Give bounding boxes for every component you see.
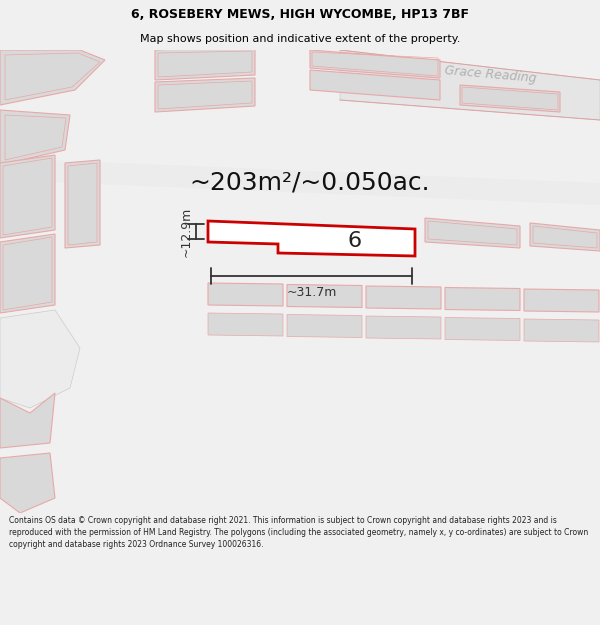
Polygon shape xyxy=(155,78,255,112)
Text: ~203m²/~0.050ac.: ~203m²/~0.050ac. xyxy=(190,171,430,195)
Polygon shape xyxy=(208,313,283,336)
Polygon shape xyxy=(310,70,440,100)
Polygon shape xyxy=(524,319,599,342)
Polygon shape xyxy=(0,234,55,313)
Text: 6, ROSEBERY MEWS, HIGH WYCOMBE, HP13 7BF: 6, ROSEBERY MEWS, HIGH WYCOMBE, HP13 7BF xyxy=(131,8,469,21)
Polygon shape xyxy=(155,45,255,80)
Text: ~12.9m: ~12.9m xyxy=(180,206,193,257)
Text: Map shows position and indicative extent of the property.: Map shows position and indicative extent… xyxy=(140,34,460,44)
Polygon shape xyxy=(340,50,600,120)
Text: 6: 6 xyxy=(348,231,362,251)
Polygon shape xyxy=(0,393,55,448)
Polygon shape xyxy=(0,50,105,105)
Polygon shape xyxy=(0,158,600,205)
Polygon shape xyxy=(445,288,520,311)
Polygon shape xyxy=(208,221,415,256)
Polygon shape xyxy=(0,453,55,513)
Text: ~31.7m: ~31.7m xyxy=(286,286,337,299)
Polygon shape xyxy=(445,318,520,341)
Polygon shape xyxy=(65,160,100,248)
Polygon shape xyxy=(310,50,440,78)
Polygon shape xyxy=(530,223,600,251)
Polygon shape xyxy=(425,218,520,248)
Polygon shape xyxy=(208,283,283,306)
Polygon shape xyxy=(0,110,70,165)
Polygon shape xyxy=(366,286,441,309)
Text: Grace Reading: Grace Reading xyxy=(443,64,536,86)
Text: Contains OS data © Crown copyright and database right 2021. This information is : Contains OS data © Crown copyright and d… xyxy=(9,516,588,549)
Polygon shape xyxy=(0,310,80,408)
Polygon shape xyxy=(524,289,599,312)
Polygon shape xyxy=(366,316,441,339)
Polygon shape xyxy=(287,284,362,308)
Polygon shape xyxy=(287,314,362,338)
Polygon shape xyxy=(460,85,560,112)
Polygon shape xyxy=(0,155,55,238)
